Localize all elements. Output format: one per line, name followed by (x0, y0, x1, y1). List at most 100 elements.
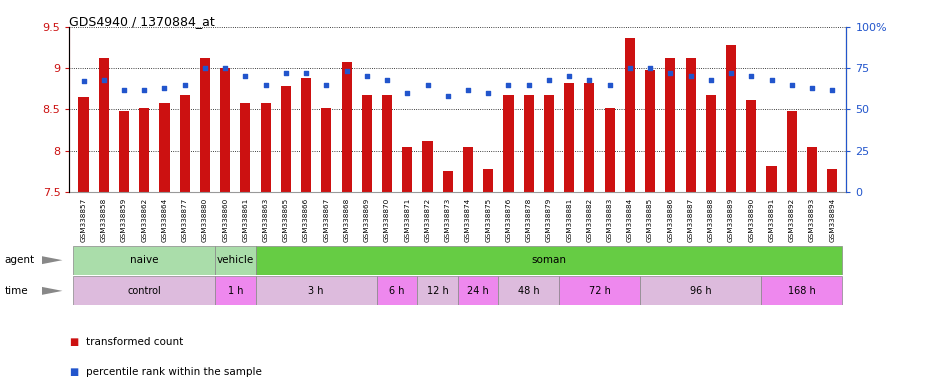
Point (178, 82, 192, 88)
Bar (443, 171, 453, 192)
Text: 168 h: 168 h (788, 286, 816, 296)
Bar (376, 276, 417, 305)
Text: GDS4940 / 1370884_at: GDS4940 / 1370884_at (69, 15, 216, 28)
Text: 3 h: 3 h (308, 286, 324, 296)
Bar (585, 83, 595, 192)
Text: soman: soman (532, 255, 566, 265)
Point (805, 85, 820, 91)
Point (461, 86, 475, 93)
Point (379, 77, 394, 83)
Bar (746, 99, 757, 192)
Bar (685, 58, 696, 192)
Bar (255, 276, 376, 305)
Bar (645, 70, 655, 192)
Bar (215, 246, 255, 275)
Bar (640, 276, 761, 305)
Bar (503, 94, 513, 192)
Point (339, 68, 354, 74)
Bar (200, 58, 210, 192)
Point (582, 77, 597, 83)
Point (96, 77, 111, 83)
Polygon shape (42, 287, 63, 295)
Bar (499, 276, 559, 305)
Bar (417, 276, 458, 305)
Text: ■: ■ (69, 367, 79, 377)
Bar (423, 141, 433, 192)
Point (501, 82, 516, 88)
Point (400, 90, 414, 96)
Bar (220, 68, 230, 192)
Bar (706, 94, 716, 192)
Bar (605, 108, 615, 192)
Point (299, 70, 314, 76)
Bar (73, 276, 215, 305)
Bar (321, 108, 331, 192)
Text: agent: agent (5, 255, 35, 265)
Text: 1 h: 1 h (228, 286, 243, 296)
Bar (99, 58, 109, 192)
Bar (382, 95, 392, 192)
Point (744, 73, 758, 79)
Point (76, 78, 91, 84)
Point (541, 77, 556, 83)
Bar (215, 276, 255, 305)
Bar (665, 58, 675, 192)
Bar (458, 276, 499, 305)
Point (319, 82, 334, 88)
Bar (524, 95, 534, 192)
Point (764, 77, 779, 83)
Text: time: time (5, 286, 29, 296)
Bar (159, 103, 169, 192)
Bar (761, 276, 843, 305)
Bar (559, 276, 640, 305)
Text: percentile rank within the sample: percentile rank within the sample (86, 367, 262, 377)
Bar (827, 169, 837, 192)
Point (217, 65, 232, 71)
Bar (139, 108, 149, 192)
Point (137, 86, 152, 93)
Bar (462, 147, 473, 192)
Bar (179, 95, 190, 192)
Text: transformed count: transformed count (86, 337, 183, 347)
Bar (362, 94, 372, 192)
Point (198, 65, 213, 71)
Text: 96 h: 96 h (690, 286, 711, 296)
Bar (79, 97, 89, 192)
Text: 48 h: 48 h (518, 286, 539, 296)
Point (623, 65, 637, 71)
Point (643, 65, 658, 71)
Point (522, 82, 536, 88)
Text: 24 h: 24 h (467, 286, 489, 296)
Point (420, 82, 435, 88)
Point (117, 86, 131, 93)
Bar (544, 94, 554, 192)
Text: naive: naive (130, 255, 158, 265)
Point (278, 70, 293, 76)
Bar (73, 246, 215, 275)
Point (561, 73, 576, 79)
Bar (261, 103, 271, 192)
Point (784, 82, 799, 88)
Text: 12 h: 12 h (426, 286, 449, 296)
Point (684, 73, 698, 79)
Bar (240, 103, 251, 192)
Point (360, 73, 375, 79)
Bar (726, 45, 736, 192)
Point (723, 70, 738, 76)
Point (703, 77, 718, 83)
Bar (807, 147, 817, 192)
Bar (119, 111, 130, 192)
Point (258, 82, 273, 88)
Point (440, 93, 455, 99)
Bar (301, 78, 311, 192)
Text: vehicle: vehicle (216, 255, 254, 265)
Bar (564, 83, 574, 192)
Point (157, 85, 172, 91)
Polygon shape (42, 256, 63, 264)
Point (238, 73, 253, 79)
Bar (402, 147, 413, 192)
Point (602, 82, 617, 88)
Bar (281, 86, 291, 192)
Bar (341, 62, 352, 192)
Bar (624, 38, 635, 192)
